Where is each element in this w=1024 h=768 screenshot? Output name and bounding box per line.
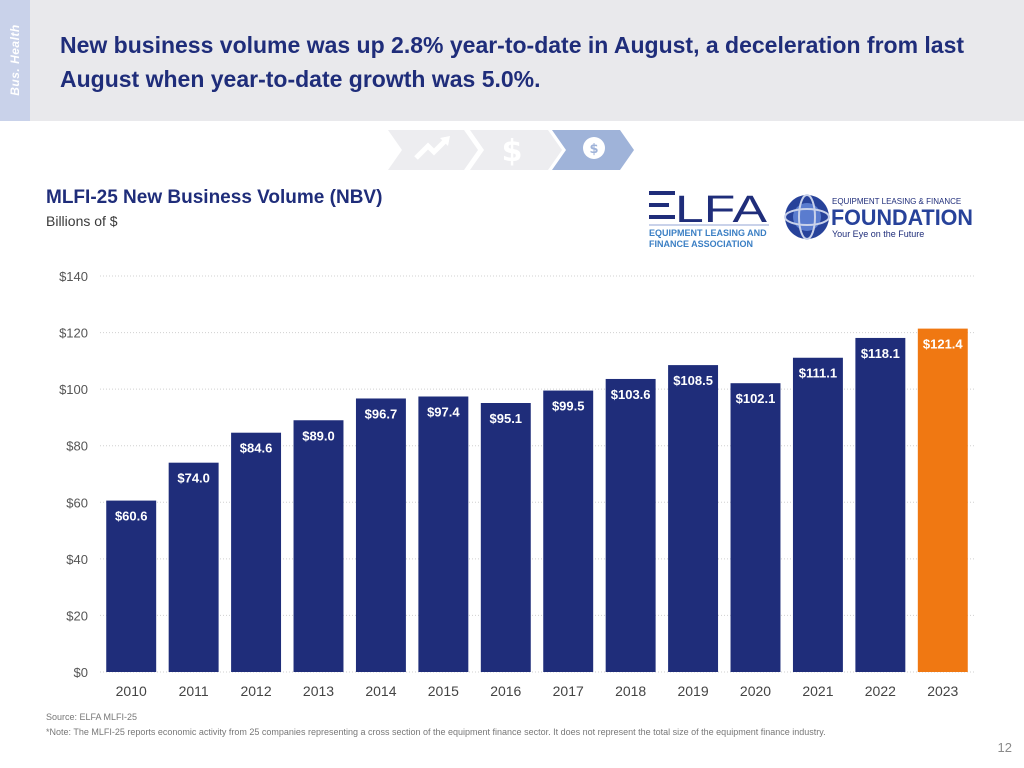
x-tick-label: 2012 <box>240 683 271 699</box>
bar <box>231 432 282 672</box>
foundation-logo-tagline: Your Eye on the Future <box>832 229 924 239</box>
bar-value-label: $95.1 <box>490 411 523 426</box>
progress-chevrons: $ $ <box>388 130 634 170</box>
bar-value-label: $102.1 <box>736 391 776 406</box>
y-tick-label: $80 <box>66 439 88 454</box>
bar <box>917 328 968 672</box>
y-tick-label: $0 <box>74 665 88 680</box>
x-tick-label: 2019 <box>677 683 708 699</box>
bar-value-label: $108.5 <box>673 373 713 388</box>
x-tick-label: 2021 <box>802 683 833 699</box>
bar-value-label: $103.6 <box>611 387 651 402</box>
x-tick-label: 2018 <box>615 683 646 699</box>
bar <box>605 378 656 672</box>
bar-value-label: $111.1 <box>799 366 837 381</box>
chart-title: MLFI-25 New Business Volume (NBV) <box>46 187 383 208</box>
bar-value-label: $74.0 <box>177 471 210 486</box>
bar <box>792 357 843 672</box>
elfa-logo-line1: EQUIPMENT LEASING AND <box>649 228 767 238</box>
dollar-icon: $ <box>470 130 562 170</box>
y-tick-label: $100 <box>59 382 88 397</box>
y-tick-label: $60 <box>66 495 88 510</box>
bar <box>668 365 719 672</box>
x-tick-label: 2017 <box>553 683 584 699</box>
x-tick-label: 2013 <box>303 683 334 699</box>
bar-value-label: $121.4 <box>923 337 964 352</box>
bar <box>355 398 406 672</box>
bar <box>106 500 157 672</box>
y-tick-label: $40 <box>66 552 88 567</box>
x-tick-label: 2022 <box>865 683 896 699</box>
slide-headline: New business volume was up 2.8% year-to-… <box>60 32 965 92</box>
bar-value-label: $84.6 <box>240 441 273 456</box>
section-tab-label: Bus. Health <box>8 24 22 96</box>
x-tick-label: 2014 <box>365 683 396 699</box>
money-head-icon: $ <box>552 130 634 170</box>
svg-text:$: $ <box>589 142 598 157</box>
elfa-logo: LFA EQUIPMENT LEASING AND FINANCE ASSOCI… <box>649 189 769 249</box>
x-tick-label: 2023 <box>927 683 958 699</box>
x-tick-label: 2020 <box>740 683 771 699</box>
x-tick-label: 2010 <box>116 683 147 699</box>
bar <box>855 337 906 672</box>
bar <box>480 403 531 672</box>
x-tick-label: 2015 <box>428 683 459 699</box>
source-note: Source: ELFA MLFI-25 <box>46 712 138 722</box>
foundation-logo-name: FOUNDATION <box>831 205 973 230</box>
chart-subtitle: Billions of $ <box>46 213 118 229</box>
bar <box>168 462 219 672</box>
handshake-arrow-icon <box>388 130 478 170</box>
bar <box>418 396 469 672</box>
header-band <box>0 0 1024 121</box>
bar-value-label: $97.4 <box>427 404 460 419</box>
svg-text:$: $ <box>502 134 523 169</box>
bar-value-label: $118.1 <box>861 346 900 361</box>
y-tick-label: $140 <box>59 269 88 284</box>
x-tick-label: 2011 <box>179 683 209 699</box>
bar-value-label: $99.5 <box>552 399 585 414</box>
x-tick-label: 2016 <box>490 683 521 699</box>
foundation-logo: EQUIPMENT LEASING & FINANCE FOUNDATION Y… <box>784 194 973 240</box>
bar <box>730 383 781 672</box>
nbv-bar-chart: $0 $20 $40 $60 $80 $100 $120 $140 $60.6 2010 $74.0… <box>59 269 974 699</box>
bar <box>543 390 594 672</box>
bar-value-label: $96.7 <box>365 406 398 421</box>
bar-value-label: $89.0 <box>302 428 335 443</box>
bar-value-label: $60.6 <box>115 509 148 524</box>
elfa-logo-line2: FINANCE ASSOCIATION <box>649 239 753 249</box>
bar <box>293 420 344 672</box>
section-tab[interactable]: Bus. Health <box>0 0 30 121</box>
page-number: 12 <box>997 740 1012 755</box>
y-tick-label: $20 <box>66 608 88 623</box>
y-tick-label: $120 <box>59 326 88 341</box>
foundation-logo-top: EQUIPMENT LEASING & FINANCE <box>832 197 961 206</box>
footnote: *Note: The MLFI-25 reports economic acti… <box>46 727 826 737</box>
